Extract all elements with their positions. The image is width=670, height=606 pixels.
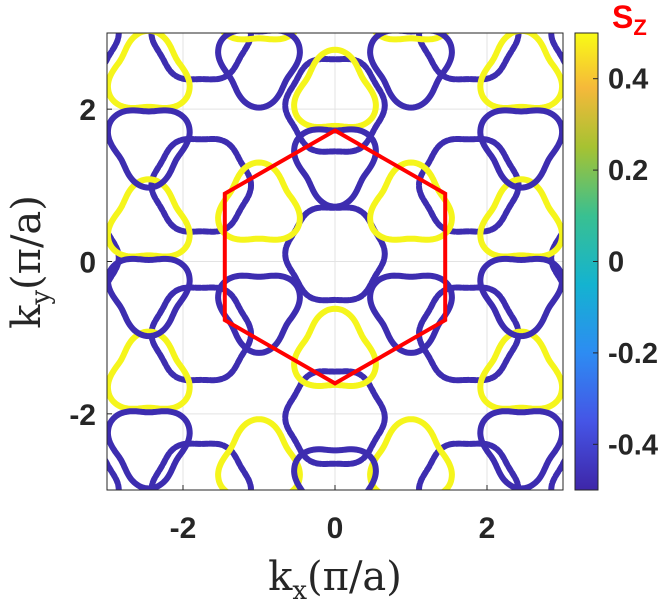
plot-area [106,32,564,491]
pocket-ring-bottom-left [148,440,255,490]
fermi-pockets [107,33,563,490]
pocket-tri-up-9 [372,33,450,43]
pocket-ring-far-left-bottom [107,457,122,490]
colorbar-ticks: -0.4 -0.2 0 0.2 0.4 [593,64,658,461]
pocket-tri-down-3 [291,126,379,210]
y-tick-label-0: -2 [69,399,96,432]
pocket-tri-down-1 [215,272,303,356]
pocket-tri-up-3 [291,305,379,389]
pocket-ring-top-right [415,33,522,83]
pocket-tri-up-13 [215,416,303,490]
colorbar-title: SZ [612,0,647,40]
hexagon-boundary [222,128,448,386]
x-axis-label-main: k [268,554,293,600]
pocket-tri-down-8 [107,255,193,340]
pocket-tri-down-2 [367,272,455,356]
x-tick-label-2: 2 [479,512,496,545]
pocket-tri-down-9 [477,255,563,340]
pocket-ring-top [282,56,388,155]
colorbar-tick-label-3: 0.2 [608,155,648,187]
pocket-tri-down-6 [107,408,193,490]
y-tick-labels: -2 0 2 [69,94,112,432]
y-tick-label-2: 2 [79,94,96,127]
y-tick-label-1: 0 [79,247,96,280]
y-axis-label-sub: y [26,290,56,306]
colorbar-tick-label-1: -0.2 [608,338,658,370]
pocket-tri-down-5 [477,107,563,191]
pocket-tri-down-12 [291,446,379,490]
pocket-tri-up-1 [215,159,303,243]
pocket-ring-bottom-right [415,440,522,490]
pocket-tri-up-8 [220,33,298,43]
pocket-tri-down-11 [367,33,455,111]
x-tick-labels: -2 0 2 [170,485,496,545]
pocket-tri-down-7 [477,408,563,490]
y-axis-label-main: k [4,304,50,329]
colorbar-title-main: S [612,0,633,35]
colorbar-tick-label-2: 0 [608,247,624,279]
x-tick-label-1: 0 [327,512,344,545]
pocket-tri-up-2 [367,159,455,243]
y-axis-label-units: (π/a) [4,195,50,290]
colorbar-title-sub: Z [633,15,646,40]
brillouin-zone [222,128,448,386]
pocket-tri-down-4 [107,107,193,191]
colorbar-tick-label-4: 0.4 [608,64,648,96]
pocket-ring-right-up [415,136,522,235]
y-axis-label: ky(π/a) [4,195,56,329]
x-axis-label: kx(π/a) [268,554,402,606]
colorbar: -0.4 -0.2 0 0.2 0.4 SZ [574,0,658,491]
pocket-tri-down-10 [215,33,303,111]
x-tick-label-0: -2 [170,512,197,545]
pocket-ring-far-left-top [107,33,122,66]
colorbar-tick-label-0: -0.4 [608,429,658,461]
pocket-ring-bottom [282,368,388,467]
pocket-ring-far-right-mid [548,225,563,291]
pocket-ring-center [282,204,388,304]
x-axis-label-sub: x [292,576,307,606]
x-axis-label-units: (π/a) [307,554,402,600]
